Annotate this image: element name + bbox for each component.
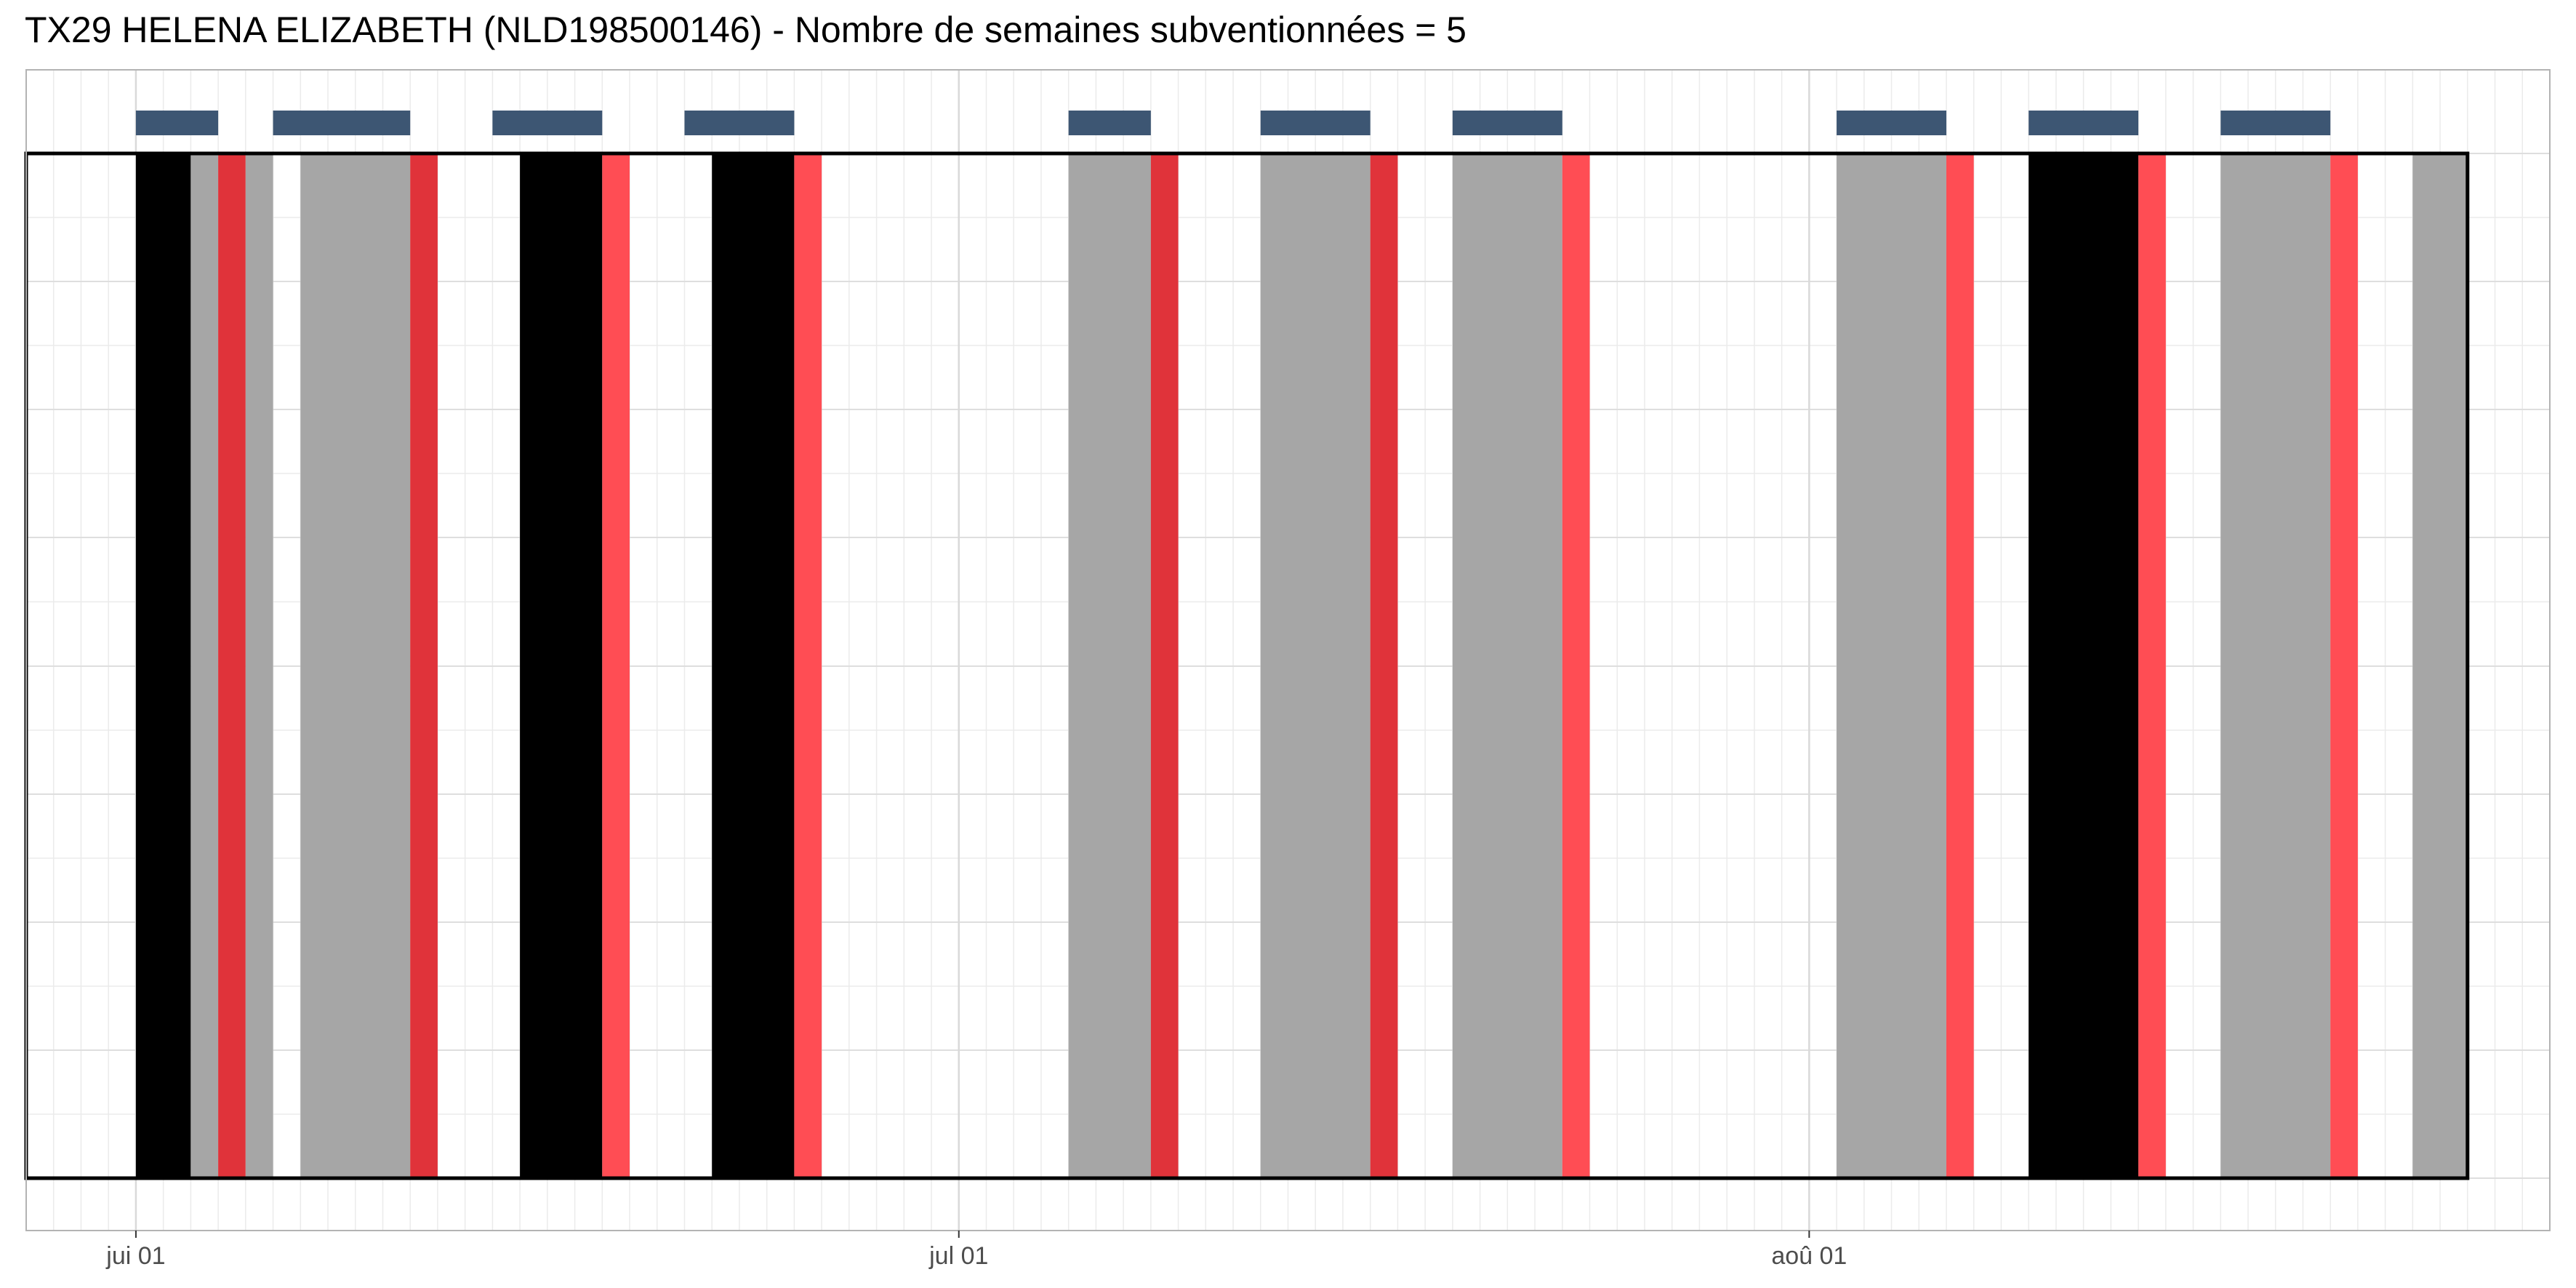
bar-red-dark — [1150, 153, 1179, 1178]
bar-red-light — [1946, 153, 1974, 1178]
week-marker — [1837, 111, 1946, 135]
bar-red-dark — [410, 153, 438, 1178]
bar-red-dark — [218, 153, 246, 1178]
bar-gray — [1068, 153, 1151, 1178]
bar-red-light — [2138, 153, 2166, 1178]
bar-gray — [1260, 153, 1371, 1178]
bar-black — [520, 153, 603, 1178]
bar-gray — [2412, 153, 2468, 1178]
week-markers — [135, 111, 2331, 135]
week-marker — [273, 111, 411, 135]
bar-black — [135, 153, 191, 1178]
x-tick-label: jul 01 — [928, 1242, 988, 1270]
bar-red-light — [794, 153, 822, 1178]
bar-red-dark — [1370, 153, 1398, 1178]
bar-gray — [245, 153, 273, 1178]
chart-title: TX29 HELENA ELIZABETH (NLD198500146) - N… — [25, 9, 1466, 50]
week-marker — [135, 111, 219, 135]
week-marker — [684, 111, 795, 135]
bars — [135, 153, 2468, 1178]
bar-black — [712, 153, 795, 1178]
week-marker — [1260, 111, 1371, 135]
bar-red-light — [602, 153, 630, 1178]
week-marker — [2029, 111, 2139, 135]
bar-gray — [2220, 153, 2331, 1178]
x-tick-label: aoû 01 — [1771, 1242, 1847, 1270]
bar-black — [2029, 153, 2139, 1178]
week-marker — [1452, 111, 1562, 135]
x-axis: jui 01 jul 01 aoû 01 — [105, 1231, 1847, 1270]
bar-gray — [1452, 153, 1562, 1178]
bar-red-light — [2330, 153, 2358, 1178]
bar-gray — [190, 153, 219, 1178]
panel-border — [25, 69, 2551, 1231]
week-marker — [2220, 111, 2331, 135]
bar-gray — [300, 153, 411, 1178]
bar-gray — [1837, 153, 1946, 1178]
week-marker — [492, 111, 603, 135]
week-marker — [1068, 111, 1151, 135]
bar-red-light — [1562, 153, 1590, 1178]
x-tick-label: jui 01 — [105, 1242, 165, 1270]
